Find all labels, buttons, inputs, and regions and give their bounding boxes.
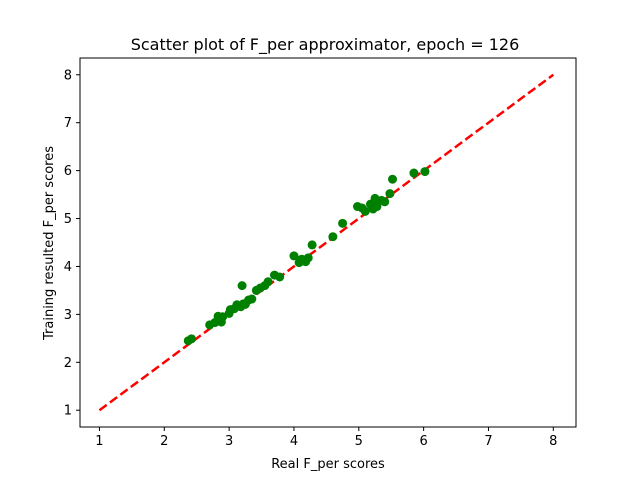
x-tick-label-6: 6 <box>419 434 427 449</box>
data-point-39 <box>380 197 390 207</box>
data-point-33 <box>360 206 370 216</box>
data-point-29 <box>328 232 338 242</box>
plot-layer <box>98 73 555 412</box>
data-point-28 <box>307 240 317 250</box>
x-tick-label-4: 4 <box>290 434 298 449</box>
y-tick-label-3: 3 <box>64 308 72 323</box>
y-axis-label: Training resulted F_per scores <box>42 146 57 341</box>
y-tick-label-7: 7 <box>64 116 72 131</box>
data-point-1 <box>187 334 197 344</box>
reference-line <box>98 73 555 412</box>
data-point-16 <box>237 281 247 291</box>
data-point-27 <box>303 253 313 263</box>
axes-layer: 1 2 3 4 5 6 7 8 1 2 3 4 5 6 7 8 <box>64 57 577 449</box>
data-point-22 <box>275 272 285 282</box>
x-tick-label-8: 8 <box>549 434 557 449</box>
data-point-41 <box>388 174 398 184</box>
x-tick-label-7: 7 <box>484 434 492 449</box>
data-point-43 <box>420 167 430 177</box>
data-point-6 <box>216 317 226 327</box>
x-tick-label-5: 5 <box>355 434 363 449</box>
data-point-15 <box>247 294 257 304</box>
chart-title: Scatter plot of F_per approximator, epoc… <box>131 35 520 55</box>
data-point-30 <box>338 218 348 228</box>
data-point-37 <box>372 202 382 212</box>
data-point-23 <box>289 251 299 261</box>
y-tick-label-1: 1 <box>64 404 72 419</box>
y-tick-label-4: 4 <box>64 260 72 275</box>
x-tick-label-1: 1 <box>95 434 103 449</box>
x-axis-label: Real F_per scores <box>271 457 385 472</box>
data-point-20 <box>263 277 273 287</box>
x-tick-label-2: 2 <box>160 434 168 449</box>
data-point-40 <box>385 189 395 199</box>
axes-frame <box>79 57 577 428</box>
data-point-42 <box>409 168 419 178</box>
y-tick-label-6: 6 <box>64 164 72 179</box>
x-tick-label-3: 3 <box>225 434 233 449</box>
y-tick-label-5: 5 <box>64 212 72 227</box>
y-tick-label-8: 8 <box>64 68 72 83</box>
y-tick-label-2: 2 <box>64 356 72 371</box>
